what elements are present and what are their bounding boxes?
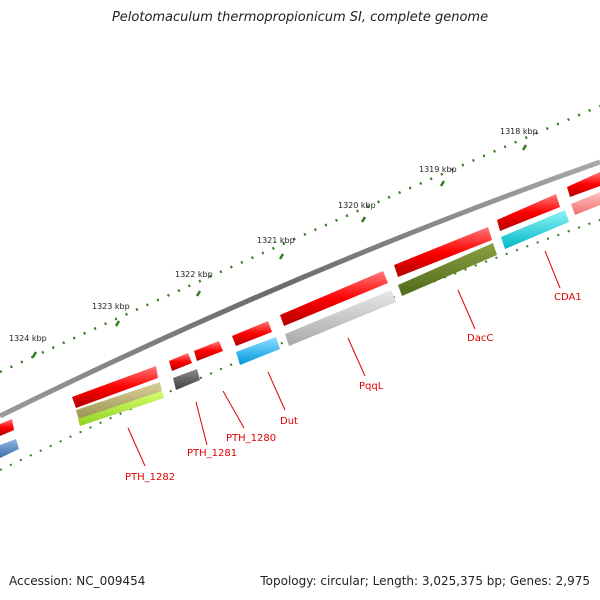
tick-label-1322: 1322 kbp [175,270,213,279]
leader-pth1282 [127,427,146,467]
accession-info: Accession: NC_009454 [9,574,146,588]
scale-ticks: 1318 kbp 1319 kbp 1320 kbp 1321 kbp 1322… [0,104,600,374]
gene-arrow[interactable] [394,227,492,277]
tick-label-1319: 1319 kbp [419,165,457,174]
gene-label-pth1280[interactable]: PTH_1280 [226,433,276,444]
major-tick-1318 [521,144,528,151]
cog-block[interactable] [571,192,600,215]
gene-labels: CDA1 DacC PqqL Dut PTH_1280 PTH_1281 PTH… [125,292,582,483]
gene-arrow[interactable] [497,194,560,231]
tick-label-1324: 1324 kbp [9,334,47,343]
cog-block-dacc[interactable] [398,243,497,296]
major-tick-1319 [439,180,446,187]
tick-label-1320: 1320 kbp [338,201,376,210]
tick-label-1321: 1321 kbp [257,236,295,245]
leader-pth1280 [222,390,245,429]
gene-arrow[interactable] [72,366,158,408]
major-tick-1320 [360,216,367,223]
major-tick-1324 [31,351,38,358]
tick-label-1323: 1323 kbp [92,302,130,311]
gene-arrow[interactable] [567,172,600,197]
gene-label-pth1282[interactable]: PTH_1282 [125,472,175,483]
genome-backbone [0,159,600,419]
gene-label-dacc[interactable]: DacC [467,333,493,344]
gene-arrow[interactable] [194,341,223,361]
gene-arrow[interactable] [232,321,272,346]
gene-label-cda1[interactable]: CDA1 [554,292,582,303]
label-leaders [127,250,561,467]
inner-tick-track [0,219,600,471]
cog-block-cda1[interactable] [501,210,569,249]
leader-dacc [457,289,476,330]
leader-dut [267,371,286,411]
topology-info: Topology: circular; Length: 3,025,375 bp… [260,574,590,588]
major-tick-1323 [114,320,121,327]
cog-block[interactable] [0,439,19,458]
cog-block-dut[interactable] [236,337,280,365]
major-tick-1321 [278,253,285,260]
leader-cda1 [544,250,561,289]
cog-block-pth1282-b[interactable] [78,391,164,426]
forward-strand-genes [0,172,600,436]
gene-label-dut[interactable]: Dut [280,416,298,427]
gene-arrow[interactable] [169,353,192,371]
cog-block-pth1282-a[interactable] [76,382,162,420]
map-title: Pelotomaculum thermopropionicum SI, comp… [111,10,489,25]
minor-tick-track [0,104,600,374]
gene-arrow[interactable] [0,419,14,436]
leader-pth1281 [195,401,208,446]
gene-label-pth1281[interactable]: PTH_1281 [187,448,237,459]
leader-pqql [347,337,366,377]
gene-arrow[interactable] [280,271,388,326]
cog-feature-blocks [0,192,600,458]
major-tick-1322 [195,290,202,297]
tick-label-1318: 1318 kbp [500,127,538,136]
cog-block-pqql[interactable] [285,290,396,346]
cog-block-pth1281[interactable] [173,369,200,390]
gene-label-pqql[interactable]: PqqL [359,381,384,392]
